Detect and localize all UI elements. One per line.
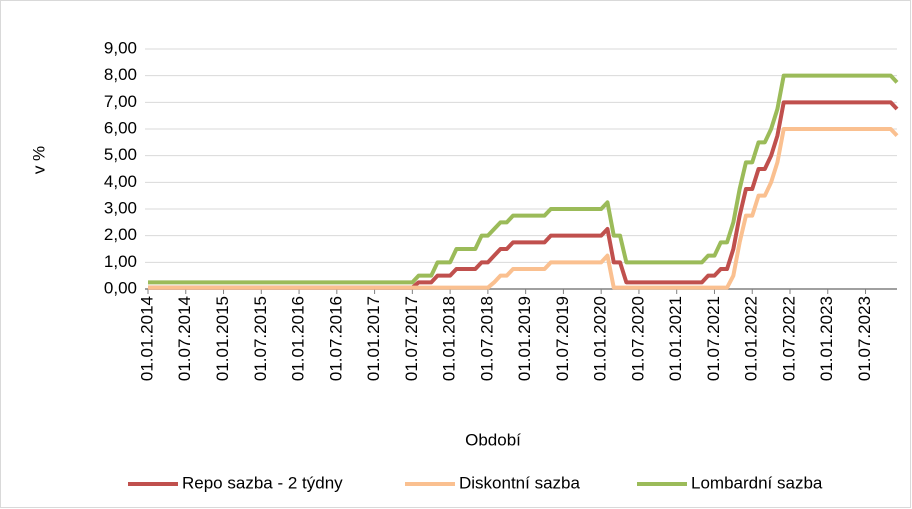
x-axis-label: Období [465, 430, 521, 449]
x-tick-label: 01.01.2022 [742, 296, 761, 381]
y-tick-label: 3,00 [104, 198, 137, 217]
x-tick-label: 01.01.2015 [213, 296, 232, 381]
y-tick-label: 4,00 [104, 172, 137, 191]
x-tick-label: 01.07.2014 [175, 296, 194, 381]
x-tick-label: 01.01.2017 [364, 296, 383, 381]
x-tick-label: 01.07.2020 [628, 296, 647, 381]
x-tick-label: 01.01.2019 [515, 296, 534, 381]
y-tick-label: 7,00 [104, 92, 137, 111]
x-tick-label: 01.07.2021 [704, 296, 723, 381]
y-tick-label: 9,00 [104, 38, 137, 57]
x-tick-label: 01.01.2021 [666, 296, 685, 381]
y-tick-label: 5,00 [104, 145, 137, 164]
y-tick-label: 8,00 [104, 65, 137, 84]
x-tick-label: 01.07.2016 [326, 296, 345, 381]
x-tick-label: 01.01.2023 [817, 296, 836, 381]
x-tick-label: 01.07.2023 [855, 296, 874, 381]
x-tick-label: 01.01.2018 [440, 296, 459, 381]
y-tick-label: 6,00 [104, 118, 137, 137]
y-tick-label: 0,00 [104, 278, 137, 297]
series-line [148, 73, 899, 285]
legend-label: Repo sazba - 2 týdny [182, 473, 343, 492]
series-line [148, 127, 899, 290]
x-tick-label: 01.07.2022 [779, 296, 798, 381]
y-axis-label: v % [29, 146, 48, 174]
x-tick-label: 01.01.2014 [137, 296, 156, 381]
x-tick-label: 01.07.2019 [553, 296, 572, 381]
x-tick-label: 01.01.2016 [289, 296, 308, 381]
y-tick-label: 2,00 [104, 225, 137, 244]
x-tick-label: 01.07.2017 [402, 296, 421, 381]
x-tick-label: 01.07.2015 [251, 296, 270, 381]
y-tick-label: 1,00 [104, 252, 137, 271]
legend-label: Lombardní sazba [691, 473, 823, 492]
legend-label: Diskontní sazba [459, 473, 580, 492]
x-tick-label: 01.07.2018 [477, 296, 496, 381]
x-tick-label: 01.01.2020 [591, 296, 610, 381]
